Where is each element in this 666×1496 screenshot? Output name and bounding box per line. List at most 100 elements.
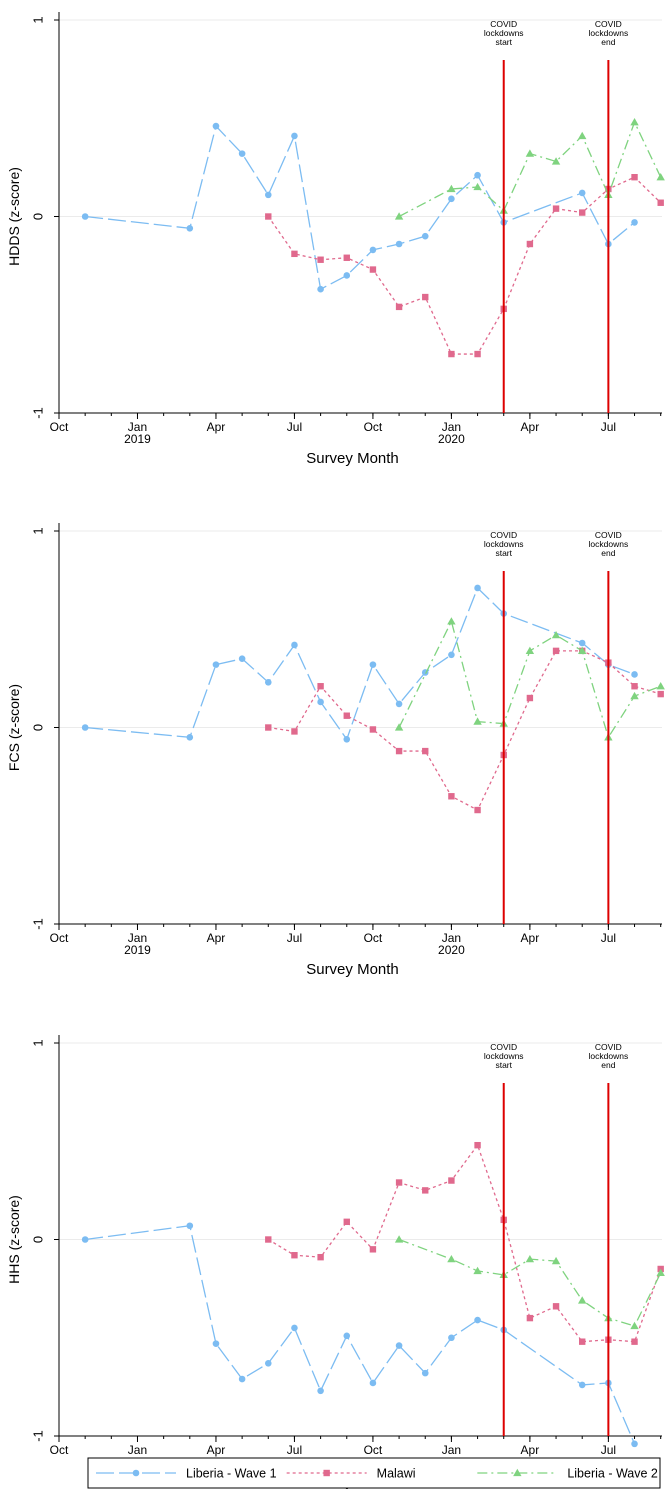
data-point	[317, 285, 324, 293]
data-point	[448, 651, 455, 659]
data-point	[343, 1332, 351, 1340]
data-point	[395, 303, 403, 311]
event-label: COVID	[490, 1042, 517, 1052]
event-label: start	[495, 37, 512, 47]
series-line	[85, 1225, 636, 1445]
x-tick-label: Apr	[207, 420, 226, 434]
x-tick-label: Jan	[442, 1443, 461, 1457]
data-point	[526, 240, 534, 248]
series-line	[398, 120, 662, 218]
data-point	[291, 1252, 298, 1259]
data-point	[317, 1253, 324, 1261]
data-point	[579, 209, 586, 216]
data-point	[369, 1246, 377, 1253]
x-tick-label: Oct	[364, 1443, 383, 1457]
data-point	[291, 1324, 298, 1332]
data-point	[630, 691, 639, 700]
data-point	[631, 219, 638, 226]
x-tick-label: Oct	[364, 931, 383, 945]
y-axis-title: HHS (z-score)	[6, 1195, 22, 1284]
x-tick-label: Jul	[287, 931, 302, 945]
data-point	[291, 641, 298, 649]
event-label: start	[495, 1060, 512, 1070]
data-point	[369, 1379, 377, 1387]
y-tick-label: -1	[30, 407, 45, 419]
data-point	[264, 679, 272, 686]
legend-label: Liberia - Wave 2	[567, 1467, 658, 1481]
data-point	[630, 117, 639, 126]
data-point	[81, 724, 89, 731]
event-label: COVID	[595, 1042, 622, 1052]
x-tick-label: Oct	[50, 931, 69, 945]
event-label: COVID	[595, 530, 622, 540]
data-point	[473, 1266, 482, 1275]
data-point	[264, 1359, 272, 1367]
x-tick-label: Jan	[128, 931, 147, 945]
x-tick-label: Apr	[207, 931, 226, 945]
series-line	[267, 1143, 662, 1343]
x-tick-label: Jul	[601, 931, 616, 945]
data-point	[631, 683, 638, 690]
data-point	[526, 694, 534, 702]
y-tick-label: 0	[30, 1236, 45, 1243]
data-point	[238, 150, 246, 157]
data-point	[525, 646, 535, 655]
event-label: lockdowns	[589, 539, 629, 549]
data-point	[631, 1440, 638, 1448]
event-label: start	[495, 548, 512, 558]
data-point	[395, 1179, 403, 1186]
data-point	[422, 1187, 429, 1194]
data-point	[447, 617, 456, 625]
data-point	[265, 1236, 272, 1243]
x-tick-label: Jan	[442, 931, 461, 945]
legend: Liberia - Wave 1 Malawi Liberia - Wave 2	[87, 1457, 661, 1489]
data-point	[291, 728, 298, 735]
event-label: lockdowns	[484, 1051, 524, 1061]
x-tick-label: Jan	[128, 1443, 147, 1457]
data-point	[657, 199, 664, 206]
x-tick-label: Jul	[601, 420, 616, 434]
data-point	[525, 149, 535, 157]
data-point	[551, 630, 561, 639]
data-point	[447, 1254, 456, 1263]
data-point	[552, 1303, 560, 1310]
data-point	[448, 1334, 455, 1342]
x-tick-label: Apr	[521, 931, 540, 945]
data-point	[631, 671, 638, 678]
legend-box	[87, 1457, 661, 1489]
x-tick-year-label: 2019	[124, 943, 151, 957]
data-point	[474, 806, 481, 814]
event-label: end	[601, 548, 615, 558]
y-tick-label: 1	[30, 527, 45, 534]
x-tick-label: Oct	[50, 1443, 69, 1457]
data-point	[317, 256, 324, 263]
data-point	[212, 1340, 220, 1347]
x-tick-label: Apr	[207, 1443, 226, 1457]
data-point	[369, 266, 377, 273]
data-point	[578, 639, 586, 647]
data-point	[552, 647, 560, 655]
data-point	[474, 350, 481, 358]
x-tick-label: Jan	[128, 420, 147, 434]
y-tick-label: -1	[30, 918, 45, 930]
data-point	[578, 646, 587, 655]
x-tick-label: Oct	[364, 420, 383, 434]
data-point	[552, 205, 560, 212]
data-point	[81, 213, 89, 220]
data-point	[578, 131, 587, 140]
data-point	[448, 793, 455, 800]
legend-marker	[513, 1468, 522, 1477]
data-point	[369, 246, 377, 254]
series-line	[85, 124, 635, 291]
data-point	[578, 1381, 586, 1389]
data-point	[578, 189, 586, 197]
data-point	[551, 157, 561, 165]
x-tick-label: Jul	[287, 420, 302, 434]
data-point	[291, 132, 298, 140]
data-point	[526, 1314, 534, 1322]
x-axis-title: Survey Month	[306, 450, 399, 467]
data-point	[631, 1338, 638, 1345]
